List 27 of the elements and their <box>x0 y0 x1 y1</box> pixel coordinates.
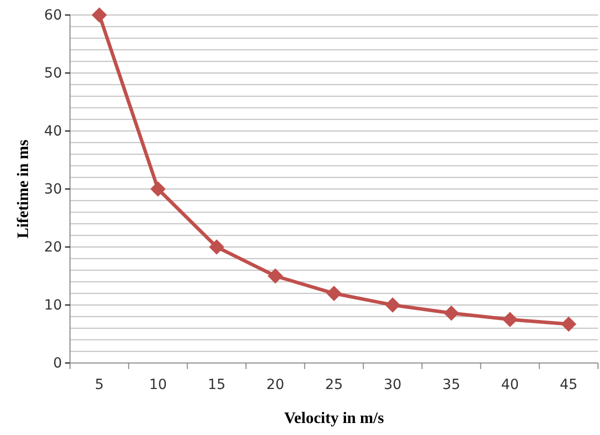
point <box>502 312 518 328</box>
x-axis-title: Velocity in m/s <box>284 410 384 427</box>
point <box>208 239 224 255</box>
x-tick-label: 35 <box>442 376 460 393</box>
x-tick-label: 40 <box>501 376 519 393</box>
y-tick-label: 60 <box>44 7 62 24</box>
point <box>444 305 460 321</box>
x-tick-label: 5 <box>94 376 104 393</box>
x-tick-label: 45 <box>560 376 578 393</box>
x-tick-label: 20 <box>266 376 284 393</box>
point <box>560 316 576 332</box>
x-tick-label: 25 <box>325 376 343 393</box>
x-tick-label: 10 <box>149 376 167 393</box>
y-axis-title: Lifetime in ms <box>15 140 32 238</box>
x-tick-label: 15 <box>208 376 226 393</box>
y-tick-label: 0 <box>53 355 62 372</box>
x-tick-label: 30 <box>384 376 402 393</box>
point <box>150 181 166 197</box>
y-tick-label: 50 <box>44 65 62 82</box>
y-tick-label: 40 <box>44 123 62 140</box>
y-tick-label: 30 <box>44 181 62 198</box>
point <box>92 7 108 23</box>
y-tick-label: 20 <box>44 239 62 256</box>
point <box>384 297 400 313</box>
y-tick-label: 10 <box>44 297 62 314</box>
point <box>268 268 284 284</box>
point <box>326 286 342 302</box>
